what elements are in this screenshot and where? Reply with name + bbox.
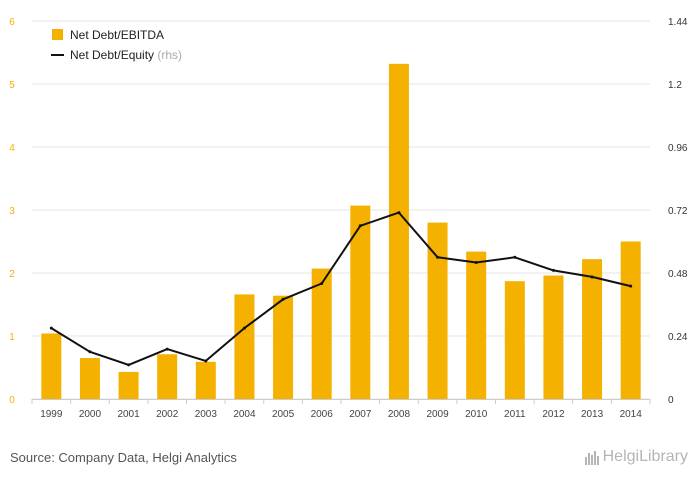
line-point [242,326,246,330]
bar [388,63,409,400]
y-right-tick-label: 0.48 [668,269,688,280]
line-point [358,224,362,228]
y-left-tick-label: 3 [9,206,15,217]
x-tick-label: 2013 [581,409,604,420]
brand-logo: HelgiLibrary [584,448,688,466]
y-right-tick-label: 1.2 [668,80,682,91]
bar [234,294,255,399]
legend-swatch-net-debt-ebitda [52,29,63,40]
y-right-tick-label: 0 [668,395,674,406]
y-right-tick-label: 0.24 [668,332,688,343]
line-point [513,255,517,259]
y-left-tick-label: 6 [9,17,15,28]
legend-label-net-debt-equity: Net Debt/Equity (rhs) [70,48,182,62]
source-note: Source: Company Data, Helgi Analytics [10,450,237,465]
bar [427,222,448,399]
bar [118,371,139,399]
x-tick-label: 2006 [311,409,334,420]
line-point [590,275,594,279]
x-tick-label: 2002 [156,409,179,420]
y-left-tick-label: 0 [9,395,15,406]
line-point [49,326,53,330]
line-point [474,261,478,264]
bar [466,251,487,399]
x-tick-label: 2008 [388,409,411,420]
bar [79,358,100,399]
series-line-net-debt-equity [50,211,631,366]
x-tick-label: 2012 [542,409,565,420]
bar [350,205,371,399]
x-tick-label: 2007 [349,409,372,420]
x-tick-label: 2001 [117,409,140,420]
line-point [88,350,92,354]
line-point [551,268,555,272]
line-point [281,297,285,301]
x-tick-label: 1999 [40,409,63,420]
line-point [165,347,169,351]
line-point [629,284,633,288]
bar [504,281,525,399]
legend-rhs-suffix: (rhs) [157,48,182,62]
y-right-tick-label: 0.96 [668,143,688,154]
bar [157,354,178,399]
line-point [320,282,324,285]
x-tick-label: 2014 [620,409,643,420]
y-left-tick-label: 4 [9,143,15,154]
line-point [204,359,208,363]
bar [582,259,603,399]
x-tick-label: 2005 [272,409,295,420]
y-right-tick-label: 1.44 [668,17,688,28]
x-tick-label: 2004 [233,409,256,420]
line-point [127,363,131,367]
chart: 0 1 2 3 4 5 6 0 0.24 0.48 0.72 0.96 1.2 1.44 1999 2000 2… [9,17,688,420]
line-point [436,255,440,259]
bar [543,275,564,399]
y-right-tick-label: 0.72 [668,206,688,217]
line-point [397,211,401,215]
brand-name: HelgiLibrary [602,448,688,465]
x-tick-label: 2011 [504,409,526,420]
y-left-tick-label: 2 [9,269,15,280]
bar [41,333,62,399]
bar [620,241,641,399]
x-tick-label: 2009 [426,409,449,420]
legend-label-net-debt-ebitda: Net Debt/EBITDA [70,28,164,42]
y-left-tick-label: 5 [9,80,15,91]
x-tick-label: 2010 [465,409,488,420]
bar [311,268,332,399]
y-left-tick-label: 1 [9,332,15,343]
x-tick-label: 2000 [79,409,102,420]
library-icon [584,449,599,465]
bar [273,295,294,399]
x-tick-label: 2003 [195,409,218,420]
bar [195,361,216,399]
